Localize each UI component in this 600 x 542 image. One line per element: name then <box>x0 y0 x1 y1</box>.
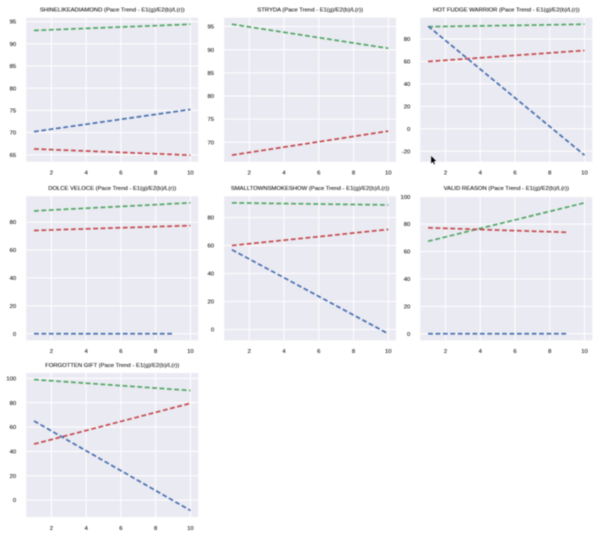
svg-text:20: 20 <box>10 304 17 310</box>
svg-text:2: 2 <box>444 171 447 177</box>
svg-text:20: 20 <box>404 304 411 310</box>
svg-text:60: 60 <box>404 60 411 66</box>
svg-text:40: 40 <box>208 272 215 278</box>
svg-text:10: 10 <box>187 526 194 532</box>
svg-text:80: 80 <box>10 401 17 407</box>
svg-text:100: 100 <box>400 195 411 201</box>
svg-text:4: 4 <box>282 349 286 355</box>
svg-text:20: 20 <box>404 104 411 110</box>
svg-text:70: 70 <box>208 140 215 146</box>
svg-text:2: 2 <box>50 171 53 177</box>
svg-text:-20: -20 <box>402 149 411 155</box>
svg-text:STRYDA (Pace Trend - E1(g)/E2(: STRYDA (Pace Trend - E1(g)/E2(b)/L(r)) <box>257 8 363 14</box>
svg-text:6: 6 <box>513 349 517 355</box>
svg-text:8: 8 <box>154 526 158 532</box>
svg-text:8: 8 <box>154 171 158 177</box>
svg-text:6: 6 <box>119 349 123 355</box>
svg-text:70: 70 <box>10 131 17 137</box>
svg-text:40: 40 <box>10 276 17 282</box>
svg-text:8: 8 <box>352 171 356 177</box>
svg-text:20: 20 <box>208 300 215 306</box>
svg-text:2: 2 <box>248 349 251 355</box>
svg-text:FORGOTTEN GIFT (Pace Trend - E: FORGOTTEN GIFT (Pace Trend - E1(g)/E2(b)… <box>45 363 179 369</box>
svg-text:85: 85 <box>208 71 215 77</box>
svg-text:2: 2 <box>444 349 447 355</box>
svg-text:SHINELIKEADIAMOND (Pace Trend: SHINELIKEADIAMOND (Pace Trend - E1(g)/E2… <box>40 8 185 14</box>
svg-text:2: 2 <box>50 526 53 532</box>
svg-text:95: 95 <box>10 20 17 26</box>
svg-text:10: 10 <box>187 171 194 177</box>
svg-text:0: 0 <box>211 328 215 334</box>
svg-text:4: 4 <box>479 171 483 177</box>
svg-text:SMALLTOWNSMOKESHOW (Pace Trend: SMALLTOWNSMOKESHOW (Pace Trend - E1(g)/E… <box>231 186 390 192</box>
svg-text:10: 10 <box>581 349 588 355</box>
svg-text:75: 75 <box>10 108 17 114</box>
svg-text:80: 80 <box>404 222 411 228</box>
svg-text:95: 95 <box>208 25 215 31</box>
svg-text:DOLCE VELOCE (Pace Trend - E1(: DOLCE VELOCE (Pace Trend - E1(g)/E2(b)/L… <box>48 186 176 192</box>
svg-text:8: 8 <box>548 349 552 355</box>
svg-text:60: 60 <box>10 248 17 254</box>
svg-text:0: 0 <box>13 498 17 504</box>
svg-text:6: 6 <box>513 171 517 177</box>
svg-text:10: 10 <box>187 349 194 355</box>
svg-text:8: 8 <box>352 349 356 355</box>
svg-text:0: 0 <box>407 332 411 338</box>
svg-text:10: 10 <box>385 349 392 355</box>
svg-text:80: 80 <box>208 216 215 222</box>
svg-text:4: 4 <box>84 349 88 355</box>
svg-text:80: 80 <box>10 220 17 226</box>
svg-text:40: 40 <box>10 449 17 455</box>
svg-text:6: 6 <box>317 349 321 355</box>
svg-text:60: 60 <box>208 244 215 250</box>
svg-text:0: 0 <box>407 127 411 133</box>
svg-text:2: 2 <box>248 171 251 177</box>
svg-text:80: 80 <box>404 37 411 43</box>
svg-text:75: 75 <box>208 117 215 123</box>
svg-text:40: 40 <box>404 82 411 88</box>
svg-text:6: 6 <box>119 526 123 532</box>
svg-text:60: 60 <box>404 250 411 256</box>
svg-text:6: 6 <box>119 171 123 177</box>
svg-text:90: 90 <box>208 48 215 54</box>
svg-text:HOT FUDGE WARRIOR (Pace Trend: HOT FUDGE WARRIOR (Pace Trend - E1(g)/E2… <box>433 8 580 14</box>
svg-text:0: 0 <box>13 332 17 338</box>
svg-text:40: 40 <box>404 277 411 283</box>
svg-text:65: 65 <box>10 153 17 159</box>
svg-text:90: 90 <box>10 42 17 48</box>
svg-text:80: 80 <box>10 86 17 92</box>
svg-text:6: 6 <box>317 171 321 177</box>
svg-text:8: 8 <box>154 349 158 355</box>
svg-text:4: 4 <box>84 171 88 177</box>
svg-text:85: 85 <box>10 64 17 70</box>
svg-text:10: 10 <box>385 171 392 177</box>
svg-text:10: 10 <box>581 171 588 177</box>
svg-text:4: 4 <box>479 349 483 355</box>
svg-text:80: 80 <box>208 94 215 100</box>
svg-text:2: 2 <box>50 349 53 355</box>
svg-text:4: 4 <box>282 171 286 177</box>
svg-text:8: 8 <box>548 171 552 177</box>
svg-text:100: 100 <box>6 376 17 382</box>
svg-text:4: 4 <box>84 526 88 532</box>
svg-text:20: 20 <box>10 474 17 480</box>
svg-text:VALID REASON (Pace Trend - E1(: VALID REASON (Pace Trend - E1(g)/E2(b)/L… <box>444 186 569 192</box>
svg-text:60: 60 <box>10 425 17 431</box>
